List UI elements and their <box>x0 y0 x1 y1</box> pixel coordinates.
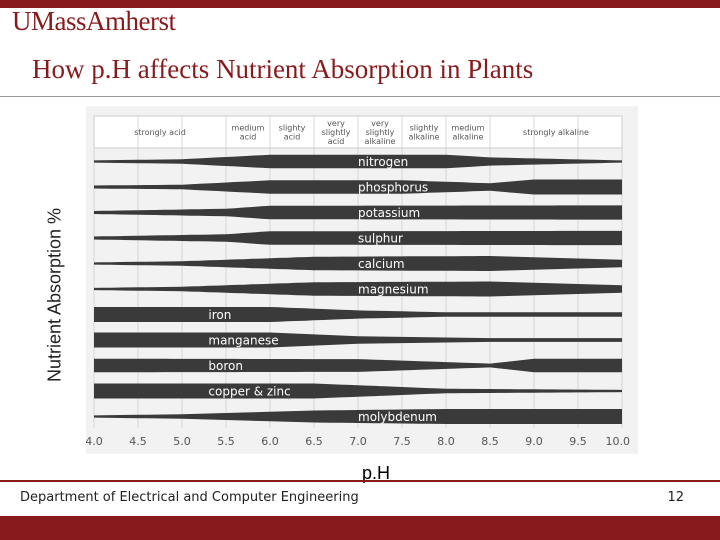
nutrient-label-iron: iron <box>208 308 231 322</box>
x-axis-label: p.H <box>361 463 391 483</box>
x-tick-label: 5.5 <box>217 435 235 448</box>
nutrient-band-copper-zinc <box>94 383 622 399</box>
title-divider <box>0 96 720 97</box>
nutrient-label-copper-zinc: copper & zinc <box>208 385 290 399</box>
footer-divider <box>0 480 720 482</box>
diagram-canvas: strongly acid medium acid slighty acid very sl… <box>85 115 631 448</box>
x-tick-label: 8.5 <box>481 435 499 448</box>
nutrient-band-calcium <box>94 256 622 271</box>
zone-label-strongly-alkaline: strongly alkaline <box>523 128 589 137</box>
x-tick-label: 4.5 <box>129 435 147 448</box>
zone-label-very-slightly-alkaline: very slightly alkaline <box>365 119 396 146</box>
x-tick-label: 7.5 <box>393 435 411 448</box>
zone-label-medium-alkaline: medium alkaline <box>452 124 485 142</box>
nutrient-band-iron <box>94 307 622 322</box>
nutrient-label-nitrogen: nitrogen <box>358 155 408 169</box>
nutrient-label-boron: boron <box>208 359 243 373</box>
nutrient-label-potassium: potassium <box>358 206 420 220</box>
y-axis-label: Nutrient Absorption % <box>44 207 65 383</box>
nutrient-band-potassium <box>94 205 622 220</box>
nutrient-label-magnesium: magnesium <box>358 283 429 297</box>
department-name: Department of Electrical and Computer En… <box>20 490 359 505</box>
nutrient-label-manganese: manganese <box>208 334 278 348</box>
slide-title: How p.H affects Nutrient Absorption in P… <box>32 54 534 84</box>
x-tick-label: 7.0 <box>349 435 367 448</box>
zone-label-very-slightly-acid: very slightly acid <box>322 119 351 146</box>
x-tick-label: 6.0 <box>261 435 279 448</box>
nutrient-band-magnesium <box>94 281 622 297</box>
university-logo: UMassAmherst <box>0 6 720 36</box>
nutrient-band-boron <box>94 358 622 373</box>
nutrient-label-sulphur: sulphur <box>358 232 403 246</box>
x-tick-label: 5.0 <box>173 435 191 448</box>
zone-label-slightly-alkaline: slightly alkaline <box>409 124 440 142</box>
nutrient-band-molybdenum <box>94 409 622 424</box>
ph-nutrient-diagram: strongly acid medium acid slighty acid very sl… <box>85 106 638 454</box>
logo-text: UMassAmherst <box>12 6 176 36</box>
nutrient-band-nitrogen <box>94 154 622 169</box>
nutrient-label-phosphorus: phosphorus <box>358 181 428 195</box>
zone-label-slighty-acid: slighty acid <box>279 124 306 142</box>
x-tick-label: 9.5 <box>569 435 587 448</box>
x-tick-label: 6.5 <box>305 435 323 448</box>
page-number: 12 <box>667 490 684 505</box>
x-tick-label: 10.0 <box>606 435 631 448</box>
nutrient-label-calcium: calcium <box>358 257 405 271</box>
nutrient-label-molybdenum: molybdenum <box>358 410 437 424</box>
x-tick-label: 4.0 <box>86 435 103 448</box>
nutrient-band-sulphur <box>94 230 622 246</box>
nutrient-band-phosphorus <box>94 179 622 195</box>
bottom-brand-bar <box>0 516 720 540</box>
nutrient-band-manganese <box>94 332 622 348</box>
zone-label-medium-acid: medium acid <box>232 124 265 142</box>
zone-label-strongly-acid: strongly acid <box>134 128 186 137</box>
x-tick-label: 9.0 <box>525 435 543 448</box>
x-tick-label: 8.0 <box>437 435 455 448</box>
